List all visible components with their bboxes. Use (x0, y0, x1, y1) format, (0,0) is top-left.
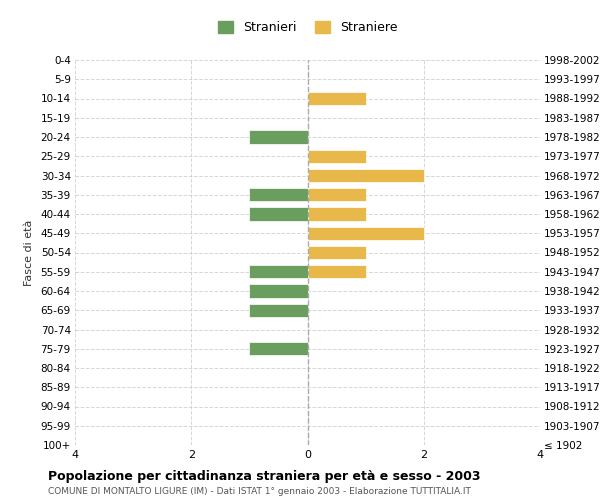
Legend: Stranieri, Straniere: Stranieri, Straniere (212, 16, 403, 39)
Bar (308, 226, 424, 240)
Bar (308, 265, 365, 278)
Bar (250, 284, 308, 298)
Bar (250, 188, 308, 202)
Bar (250, 208, 308, 220)
Bar (250, 342, 308, 355)
Bar (250, 304, 308, 317)
Bar (250, 265, 308, 278)
Y-axis label: Fasce di età: Fasce di età (23, 220, 34, 286)
Text: Popolazione per cittadinanza straniera per età e sesso - 2003: Popolazione per cittadinanza straniera p… (48, 470, 481, 483)
Bar (308, 169, 424, 182)
Bar (308, 208, 365, 220)
Text: COMUNE DI MONTALTO LIGURE (IM) - Dati ISTAT 1° gennaio 2003 - Elaborazione TUTTI: COMUNE DI MONTALTO LIGURE (IM) - Dati IS… (48, 488, 471, 496)
Bar (308, 246, 365, 259)
Bar (250, 130, 308, 143)
Bar (308, 150, 365, 163)
Bar (308, 92, 365, 105)
Bar (308, 188, 365, 202)
